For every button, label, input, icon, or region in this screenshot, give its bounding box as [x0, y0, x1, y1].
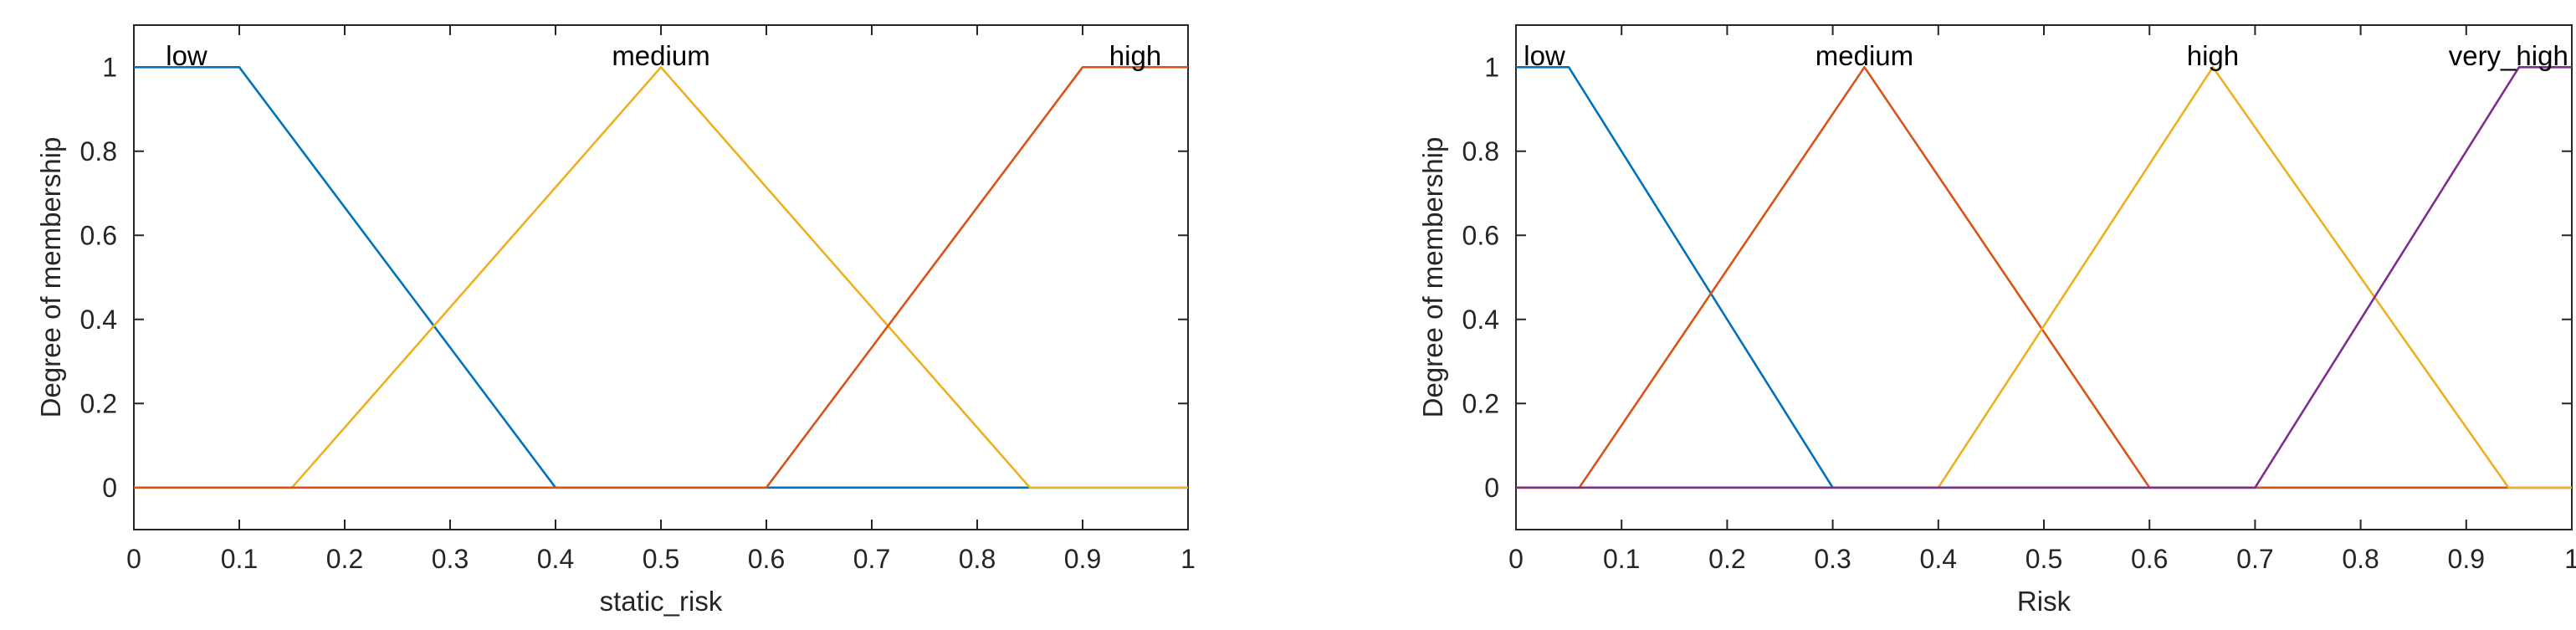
x-axis-label: static_risk: [600, 586, 723, 617]
y-tick-label: 0.2: [80, 388, 117, 418]
x-tick-label: 0.3: [1814, 544, 1851, 574]
x-tick-label: 0: [126, 544, 141, 574]
series-line-medium: [134, 66, 1188, 489]
axes-frame: [133, 24, 1189, 530]
x-tick-label: 0.9: [2448, 544, 2485, 574]
x-tick-label: 0: [1508, 544, 1524, 574]
x-tick-label: 0.1: [221, 544, 258, 574]
x-tick-label: 0.8: [2342, 544, 2379, 574]
x-tick-label: 0.4: [1920, 544, 1957, 574]
y-tick-label: 0: [1484, 473, 1499, 503]
x-axis-label: Risk: [2017, 586, 2072, 617]
y-tick-label: 0.6: [1462, 220, 1499, 250]
x-tick-label: 0.2: [326, 544, 363, 574]
series-line-low: [1516, 66, 2572, 489]
y-tick-label: 0.6: [80, 220, 117, 250]
series-line-very_high: [1516, 66, 2572, 489]
series-label-medium: medium: [1815, 40, 1913, 71]
chart-1: 0 0.1 0.2 0.3 0.4 0.5 0.6 0.7 0.8 0.9 1 0 0.2 0.4 0.6 0…: [35, 24, 1196, 617]
chart-2: 0 0.1 0.2 0.3 0.4 0.5 0.6 0.7 0.8 0.9 1 0 0.2 0.4 0.6 0…: [1417, 24, 2576, 617]
series-label-high: high: [2187, 40, 2239, 71]
x-tick-label: 0.5: [2025, 544, 2062, 574]
x-tick-label: 0.8: [959, 544, 996, 574]
axes-frame: [1515, 24, 2573, 530]
series-label-very_high: very_high: [2449, 40, 2568, 71]
x-tick-label: 0.6: [748, 544, 785, 574]
series-line-high: [1516, 66, 2572, 489]
y-tick-label: 0.8: [1462, 136, 1499, 166]
x-tick-label: 0.1: [1603, 544, 1640, 574]
y-tick-label: 1: [1484, 52, 1499, 82]
x-tick-label: 0.2: [1708, 544, 1745, 574]
series-line-low: [134, 66, 1188, 489]
y-axis-label: Degree of membership: [1417, 137, 1448, 418]
y-tick-label: 0: [102, 473, 117, 503]
x-tick-label: 0.4: [537, 544, 574, 574]
y-tick-label: 0.4: [80, 305, 117, 335]
series-line-high: [134, 66, 1188, 489]
x-tick-label: 1: [2564, 544, 2576, 574]
series-label-low: low: [166, 40, 207, 71]
y-axis-label: Degree of membership: [35, 137, 66, 418]
y-tick-label: 0.2: [1462, 388, 1499, 418]
series-line-medium: [1516, 66, 2572, 489]
x-tick-label: 0.7: [853, 544, 890, 574]
x-tick-label: 0.9: [1064, 544, 1101, 574]
y-tick-label: 1: [102, 52, 117, 82]
x-tick-label: 0.7: [2236, 544, 2273, 574]
x-tick-label: 1: [1180, 544, 1196, 574]
x-tick-label: 0.6: [2131, 544, 2168, 574]
y-tick-label: 0.8: [80, 136, 117, 166]
series-label-medium: medium: [612, 40, 709, 71]
x-tick-label: 0.3: [432, 544, 469, 574]
x-tick-label: 0.5: [643, 544, 679, 574]
series-label-high: high: [1109, 40, 1161, 71]
y-tick-label: 0.4: [1462, 305, 1499, 335]
series-label-low: low: [1524, 40, 1565, 71]
